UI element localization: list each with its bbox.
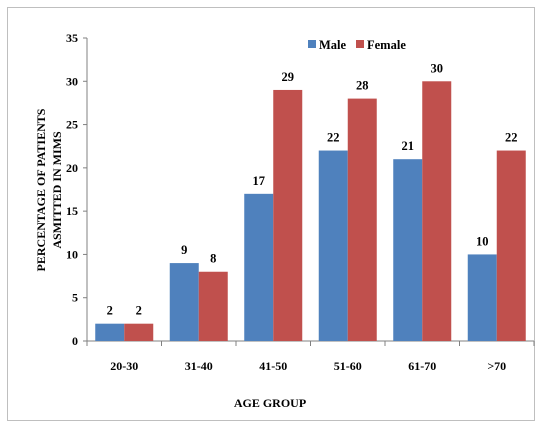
y-tick-label: 20 (66, 161, 78, 175)
x-axis-title: AGE GROUP (234, 396, 306, 410)
y-tick-label: 0 (72, 334, 78, 348)
data-label-male-51-60: 22 (327, 131, 340, 145)
x-tick-label: 41-50 (259, 359, 287, 373)
data-label-female-51-60: 28 (356, 79, 369, 93)
data-label-female-41-50: 29 (282, 70, 295, 84)
x-tick-label: 61-70 (408, 359, 436, 373)
data-label-male->70: 10 (476, 234, 489, 248)
data-label-male-20-30: 2 (107, 304, 113, 318)
x-ticks: 20-30 31-40 41-50 51-60 61-70 >70 (86, 341, 535, 373)
y-axis-title-line-1: PERCENTAGE OF PATIENTS (34, 108, 48, 271)
bar-male-20-30 (95, 323, 125, 341)
bar-male->70 (467, 254, 497, 341)
legend-swatch-female (356, 40, 364, 48)
legend: Male Female (308, 38, 406, 52)
x-tick-label: >70 (487, 359, 506, 373)
bar-female-51-60 (347, 98, 377, 341)
x-tick-label: 51-60 (334, 359, 362, 373)
bar-female-20-30 (124, 323, 154, 341)
legend-label-male: Male (319, 38, 347, 52)
x-tick-label: 31-40 (185, 359, 213, 373)
data-label-male-41-50: 17 (253, 174, 266, 188)
y-tick-label: 5 (72, 291, 78, 305)
data-label-female->70: 22 (505, 131, 518, 145)
bar-male-61-70 (393, 159, 423, 341)
y-tick-label: 25 (66, 118, 78, 132)
bar-female-61-70 (422, 81, 452, 342)
bar-female->70 (496, 150, 526, 341)
y-axis-title-line-2: ASMITTED IN MIMS (50, 131, 64, 249)
y-tick-label: 35 (66, 31, 78, 45)
bars (95, 81, 526, 342)
y-tick-label: 10 (66, 247, 78, 261)
data-label-female-61-70: 30 (431, 61, 444, 75)
y-tick-label: 15 (66, 204, 78, 218)
bar-female-41-50 (273, 89, 303, 341)
x-tick-label: 20-30 (110, 359, 138, 373)
legend-swatch-male (308, 40, 316, 48)
y-axis-title: PERCENTAGE OF PATIENTS ASMITTED IN MIMS (34, 108, 64, 271)
data-label-male-61-70: 21 (402, 139, 415, 153)
bar-male-51-60 (318, 150, 348, 341)
bar-female-31-40 (198, 271, 228, 341)
data-label-male-31-40: 9 (181, 243, 187, 257)
bar-male-31-40 (169, 263, 199, 341)
legend-label-female: Female (367, 38, 406, 52)
y-ticks: 0 5 10 15 20 25 30 35 (66, 31, 87, 348)
y-tick-label: 30 (66, 74, 78, 88)
data-label-female-20-30: 2 (136, 304, 142, 318)
data-label-female-31-40: 8 (210, 252, 216, 266)
axes (86, 38, 534, 342)
bar-male-41-50 (244, 193, 274, 341)
